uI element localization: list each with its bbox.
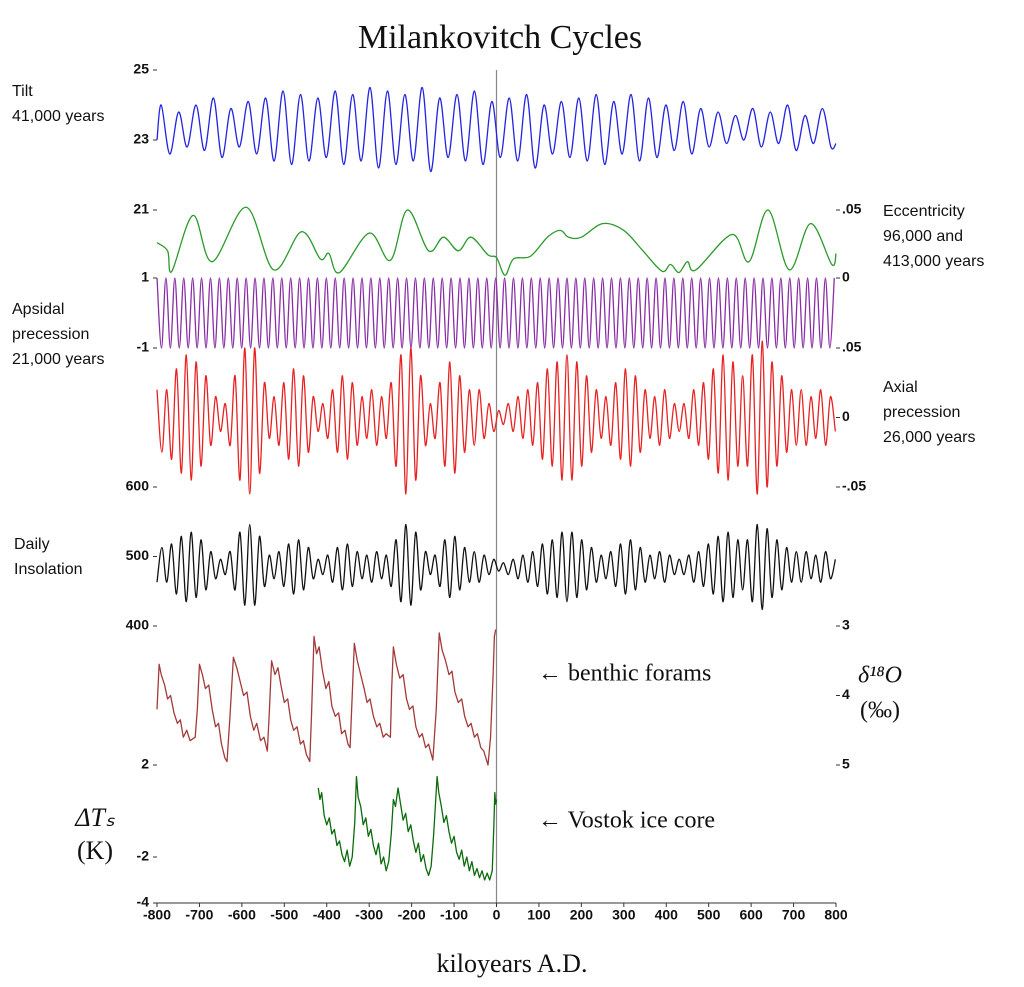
panel-label: precession [883,404,960,421]
x-tick-label: 600 [739,907,763,923]
panel-label: ΔTₛ [74,803,115,832]
x-tick-label: -200 [398,907,426,923]
x-tick-label: 500 [697,907,721,923]
x-tick-label: -500 [270,907,298,923]
panel-label: Apsidal [12,301,64,318]
x-tick-label: 400 [655,907,679,923]
y-tick-label: 500 [126,547,150,563]
y-tick-label: 5 [842,756,850,772]
y-tick-label: 0 [842,269,850,285]
y-tick-label: .05 [842,201,862,217]
series-line [156,340,837,495]
panel-label: precession [12,326,89,343]
x-tick-label: 700 [782,907,806,923]
x-tick-label: -300 [355,907,383,923]
x-tick-label: -700 [185,907,213,923]
y-tick-label: 3 [842,617,850,633]
y-tick-label: -2 [137,848,150,864]
annotation: ← Vostok ice core [538,808,715,834]
x-tick-label: -400 [313,907,341,923]
panel-label: Eccentricity [883,203,965,220]
y-tick-label: 400 [126,617,150,633]
chart-title: Milankovitch Cycles [358,19,642,56]
x-tick-label: -800 [143,907,171,923]
series-line [156,523,836,610]
panel-label: (K) [77,836,113,865]
panel-label: Insolation [14,561,83,578]
annotation: ← benthic forams [538,661,711,687]
x-tick-label: -600 [228,907,256,923]
panel-label: 26,000 years [883,429,976,446]
panel-label: Daily [14,536,50,553]
y-tick-label: 23 [133,131,149,147]
panel-label: 96,000 and [883,228,963,245]
series-line [317,775,498,881]
panel-label: Tilt [12,83,33,100]
x-tick-label: 300 [612,907,636,923]
y-tick-label: -1 [137,339,150,355]
x-tick-label: 800 [824,907,848,923]
x-tick-label: 100 [527,907,551,923]
panel-label: Axial [883,379,918,396]
series-line [156,277,835,349]
x-tick-label: 0 [493,907,501,923]
panel-label: 21,000 years [12,351,105,368]
y-tick-label: 0 [842,408,850,424]
series-line [156,206,837,276]
y-tick-label: 2 [141,756,149,772]
y-tick-label: 21 [133,201,149,217]
y-tick-label: 4 [842,686,850,702]
y-tick-label: -.05 [842,478,866,494]
y-tick-label: 1 [141,269,149,285]
x-tick-label: 200 [570,907,594,923]
series-line [156,629,497,766]
y-tick-label: 25 [133,61,149,77]
y-tick-label: 600 [126,478,150,494]
panel-label: (‰) [860,698,900,724]
x-tick-label: -100 [440,907,468,923]
series-line [156,86,837,173]
panel-label: 41,000 years [12,108,105,125]
y-tick-label: -4 [137,894,150,910]
x-axis-label: kiloyears A.D. [437,949,588,978]
panel-label: 413,000 years [883,253,984,270]
panel-label: δ¹⁸O [858,663,902,689]
y-tick-label: .05 [842,339,862,355]
